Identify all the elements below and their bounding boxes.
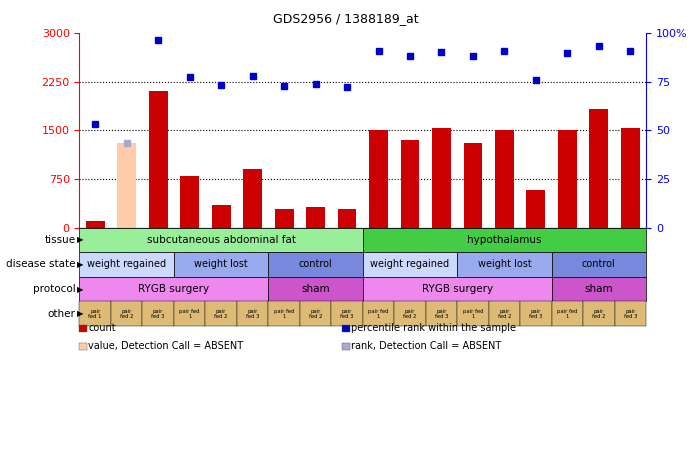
Bar [211,205,231,228]
Text: protocol: protocol [32,284,75,294]
Text: pair
fed 2: pair fed 2 [498,309,511,319]
Text: pair
fed 1: pair fed 1 [88,309,102,319]
Bar [369,130,388,228]
Text: pair
fed 3: pair fed 3 [151,309,165,319]
Bar [149,91,168,228]
Text: ▶: ▶ [77,236,83,244]
Text: pair fed
1: pair fed 1 [463,309,483,319]
Text: tissue: tissue [44,235,75,245]
Text: subcutaneous abdominal fat: subcutaneous abdominal fat [146,235,296,245]
Text: weight lost: weight lost [477,259,531,270]
Bar [117,143,136,228]
Text: RYGB surgery: RYGB surgery [422,284,493,294]
Text: pair fed
1: pair fed 1 [368,309,389,319]
Text: weight regained: weight regained [370,259,450,270]
Text: weight regained: weight regained [87,259,167,270]
Bar [495,130,514,228]
Text: percentile rank within the sample: percentile rank within the sample [351,323,516,334]
Text: rank, Detection Call = ABSENT: rank, Detection Call = ABSENT [351,341,501,352]
Text: control: control [299,259,332,270]
Text: pair
fed 2: pair fed 2 [214,309,228,319]
Bar [306,207,325,228]
Text: pair
fed 2: pair fed 2 [309,309,322,319]
Bar [401,140,419,228]
Bar [338,209,357,228]
Text: pair
fed 3: pair fed 3 [341,309,354,319]
Text: pair
fed 3: pair fed 3 [624,309,637,319]
Text: pair
fed 2: pair fed 2 [120,309,133,319]
Text: GDS2956 / 1388189_at: GDS2956 / 1388189_at [273,12,418,25]
Bar [558,130,577,228]
Text: ▶: ▶ [77,260,83,269]
Bar [86,221,104,228]
Text: ▶: ▶ [77,285,83,293]
Bar [180,176,199,228]
Text: value, Detection Call = ABSENT: value, Detection Call = ABSENT [88,341,243,352]
Bar [117,224,136,228]
Text: pair
fed 2: pair fed 2 [592,309,605,319]
Text: other: other [48,309,75,319]
Bar [527,190,545,228]
Text: disease state: disease state [6,259,75,270]
Text: pair fed
1: pair fed 1 [274,309,294,319]
Text: RYGB surgery: RYGB surgery [138,284,209,294]
Text: ▶: ▶ [77,310,83,318]
Bar [243,169,262,228]
Text: control: control [582,259,616,270]
Text: sham: sham [585,284,613,294]
Bar [464,143,482,228]
Text: pair
fed 3: pair fed 3 [435,309,448,319]
Text: pair
fed 2: pair fed 2 [404,309,417,319]
Text: weight lost: weight lost [194,259,248,270]
Text: count: count [88,323,116,334]
Text: sham: sham [301,284,330,294]
Text: hypothalamus: hypothalamus [467,235,542,245]
Bar [432,128,451,228]
Text: pair
fed 3: pair fed 3 [246,309,259,319]
Text: pair fed
1: pair fed 1 [557,309,578,319]
Bar [621,128,640,228]
Text: pair fed
1: pair fed 1 [180,309,200,319]
Bar [589,109,608,228]
Text: pair
fed 3: pair fed 3 [529,309,542,319]
Bar [274,210,294,228]
